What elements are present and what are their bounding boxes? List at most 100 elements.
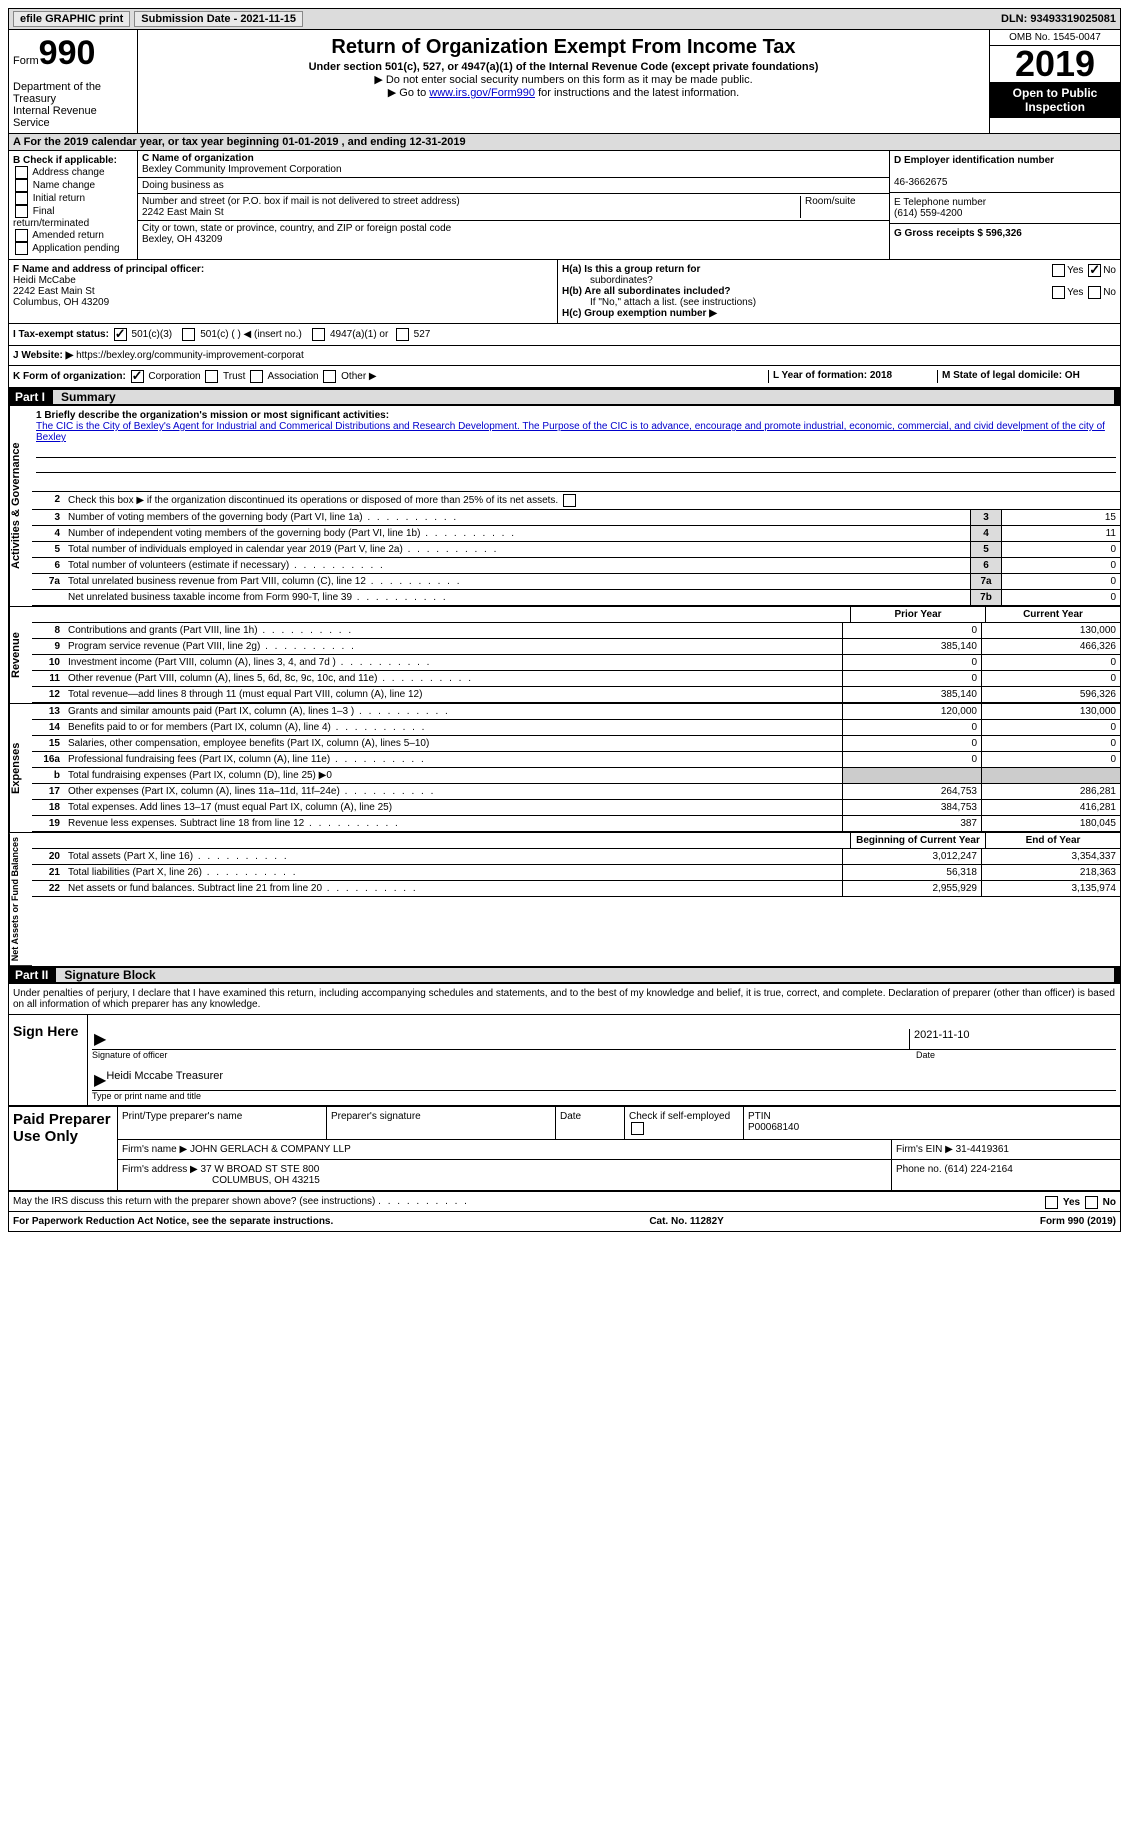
part1-title: Summary <box>53 390 1114 404</box>
discuss-yes-checkbox[interactable] <box>1045 1196 1058 1209</box>
part1-no: Part I <box>15 390 45 404</box>
officer-name-title: Heidi Mccabe Treasurer <box>106 1070 223 1090</box>
amended-checkbox[interactable] <box>15 229 28 242</box>
hb-no-checkbox[interactable] <box>1088 286 1101 299</box>
prior-year-header: Prior Year <box>850 607 985 623</box>
current-year-header: Current Year <box>985 607 1120 623</box>
k-label: K Form of organization: <box>13 371 126 382</box>
room-label: Room/suite <box>800 196 885 218</box>
f-label: F Name and address of principal officer: <box>13 264 204 275</box>
application-checkbox[interactable] <box>15 242 28 255</box>
line-6: Total number of volunteers (estimate if … <box>64 558 970 573</box>
mission-text: The CIC is the City of Bexley's Agent fo… <box>36 421 1105 443</box>
ha-no-checkbox[interactable] <box>1088 264 1101 277</box>
year-cell: OMB No. 1545-0047 2019 Open to Public In… <box>989 30 1120 133</box>
prep-sig-label: Preparer's signature <box>327 1107 556 1139</box>
cat-no: Cat. No. 11282Y <box>649 1216 723 1227</box>
efile-print-button[interactable]: efile GRAPHIC print <box>13 11 130 27</box>
501c3-checkbox[interactable] <box>114 328 127 341</box>
tax-year: 2019 <box>990 46 1120 82</box>
line-22: Net assets or fund balances. Subtract li… <box>64 881 842 896</box>
name-change-checkbox[interactable] <box>15 179 28 192</box>
open-inspection: Open to Public Inspection <box>990 82 1120 118</box>
begin-year-header: Beginning of Current Year <box>850 833 985 849</box>
dept-treasury: Department of the Treasury <box>13 81 133 105</box>
submission-date: Submission Date - 2021-11-15 <box>134 11 303 27</box>
group-return-info: H(a) Is this a group return for Yes No s… <box>558 260 1120 323</box>
line-16a: Professional fundraising fees (Part IX, … <box>64 752 842 767</box>
tax-period: A For the 2019 calendar year, or tax yea… <box>9 134 1120 151</box>
form-container: efile GRAPHIC print Submission Date - 20… <box>8 8 1121 1232</box>
form-label: Form <box>13 55 39 67</box>
irs-label: Internal Revenue Service <box>13 105 133 129</box>
irs-link[interactable]: www.irs.gov/Form990 <box>429 87 535 99</box>
paid-preparer-row: Paid Preparer Use Only Print/Type prepar… <box>9 1105 1120 1191</box>
line-19: Revenue less expenses. Subtract line 18 … <box>64 816 842 831</box>
phone: (614) 559-4200 <box>894 208 962 219</box>
ha-yes-checkbox[interactable] <box>1052 264 1065 277</box>
right-info-col: D Employer identification number 46-3662… <box>889 151 1120 259</box>
e-label: E Telephone number <box>894 197 986 208</box>
line-5-val: 0 <box>1001 542 1120 557</box>
line-12: Total revenue—add lines 8 through 11 (mu… <box>64 687 842 702</box>
street: 2242 East Main St <box>142 207 224 218</box>
footer: For Paperwork Reduction Act Notice, see … <box>9 1211 1120 1231</box>
corp-checkbox[interactable] <box>131 370 144 383</box>
website-url[interactable]: https://bexley.org/community-improvement… <box>76 350 304 361</box>
end-year-header: End of Year <box>985 833 1120 849</box>
paid-prep-label: Paid Preparer Use Only <box>9 1107 118 1190</box>
ha-label: H(a) Is this a group return for <box>562 264 700 275</box>
part2-title: Signature Block <box>56 968 1114 982</box>
part1-header: Part I Summary <box>9 388 1120 406</box>
penalties-text: Under penalties of perjury, I declare th… <box>9 984 1120 1014</box>
self-emp-checkbox[interactable] <box>631 1122 644 1135</box>
line-5: Total number of individuals employed in … <box>64 542 970 557</box>
prep-date-label: Date <box>556 1107 625 1139</box>
form-title: Return of Organization Exempt From Incom… <box>142 36 985 59</box>
address-change-checkbox[interactable] <box>15 166 28 179</box>
line-20: Total assets (Part X, line 16) <box>64 849 842 864</box>
firm-addr: 37 W BROAD ST STE 800 <box>201 1164 320 1175</box>
final-return-checkbox[interactable] <box>15 205 28 218</box>
hb-yes-checkbox[interactable] <box>1052 286 1065 299</box>
hb-label: H(b) Are all subordinates included? <box>562 286 731 297</box>
line-9: Program service revenue (Part VIII, line… <box>64 639 842 654</box>
firm-name: JOHN GERLACH & COMPANY LLP <box>190 1144 351 1155</box>
discuss-row: May the IRS discuss this return with the… <box>9 1191 1120 1211</box>
501c-checkbox[interactable] <box>182 328 195 341</box>
sign-here-row: Sign Here ▶ 2021-11-10 Signature of offi… <box>9 1014 1120 1105</box>
name-title-label: Type or print name and title <box>92 1091 1116 1101</box>
line-18: Total expenses. Add lines 13–17 (must eq… <box>64 800 842 815</box>
4947-checkbox[interactable] <box>312 328 325 341</box>
q2-checkbox[interactable] <box>563 494 576 507</box>
title-cell: Return of Organization Exempt From Incom… <box>138 30 989 133</box>
prep-phone: (614) 224-2164 <box>944 1164 1012 1175</box>
discuss-no-checkbox[interactable] <box>1085 1196 1098 1209</box>
mission-block: 1 Briefly describe the organization's mi… <box>32 406 1120 492</box>
prep-phone-label: Phone no. <box>896 1164 942 1175</box>
line-7b: Net unrelated business taxable income fr… <box>64 590 970 605</box>
form-org-row: K Form of organization: Corporation Trus… <box>9 366 1120 388</box>
line-17: Other expenses (Part IX, column (A), lin… <box>64 784 842 799</box>
ptin-label: PTIN <box>748 1111 771 1122</box>
net-label: Net Assets or Fund Balances <box>9 833 32 966</box>
line-10: Investment income (Part VIII, column (A)… <box>64 655 842 670</box>
part2-no: Part II <box>15 968 48 982</box>
initial-return-checkbox[interactable] <box>15 192 28 205</box>
i-label: I Tax-exempt status: <box>13 329 109 340</box>
ptin: P00068140 <box>748 1122 799 1133</box>
trust-checkbox[interactable] <box>205 370 218 383</box>
ha-sub: subordinates? <box>562 275 1116 286</box>
form-number-cell: Form990 Department of the Treasury Inter… <box>9 30 138 133</box>
b-label: B Check if applicable: <box>13 155 117 166</box>
line-3-val: 15 <box>1001 510 1120 525</box>
other-checkbox[interactable] <box>323 370 336 383</box>
form-ref: Form 990 (2019) <box>1040 1216 1116 1227</box>
officer-addr1: 2242 East Main St <box>13 286 95 297</box>
assoc-checkbox[interactable] <box>250 370 263 383</box>
subtitle: Under section 501(c), 527, or 4947(a)(1)… <box>142 61 985 73</box>
line-13: Grants and similar amounts paid (Part IX… <box>64 704 842 719</box>
527-checkbox[interactable] <box>396 328 409 341</box>
date-label: Date <box>916 1050 1116 1060</box>
form-header: Form990 Department of the Treasury Inter… <box>9 30 1120 134</box>
